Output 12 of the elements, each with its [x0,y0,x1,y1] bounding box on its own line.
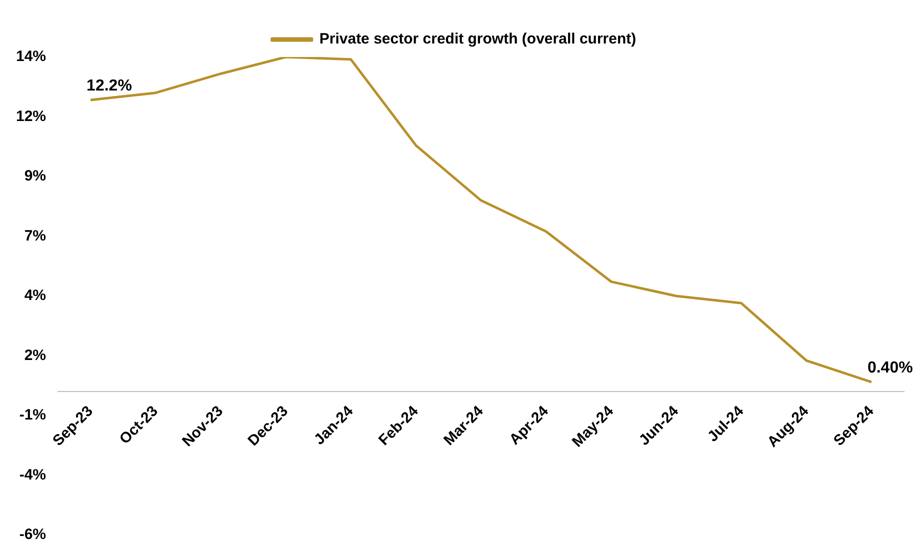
y-tick-label: 7% [24,227,46,244]
data-label: 12.2% [86,77,132,94]
y-tick-label: -1% [19,406,46,424]
y-tick-label: -4% [19,466,46,484]
data-label: 0.40% [867,359,913,376]
legend-label: Private sector credit growth (overall current) [319,30,636,48]
y-tick-label: 2% [24,346,46,364]
y-tick-label: -6% [19,526,46,544]
y-tick-label: 4% [24,287,46,304]
y-tick-label: 14% [16,48,46,66]
y-tick-label: 9% [24,168,46,185]
y-tick-label: 12% [16,108,46,125]
